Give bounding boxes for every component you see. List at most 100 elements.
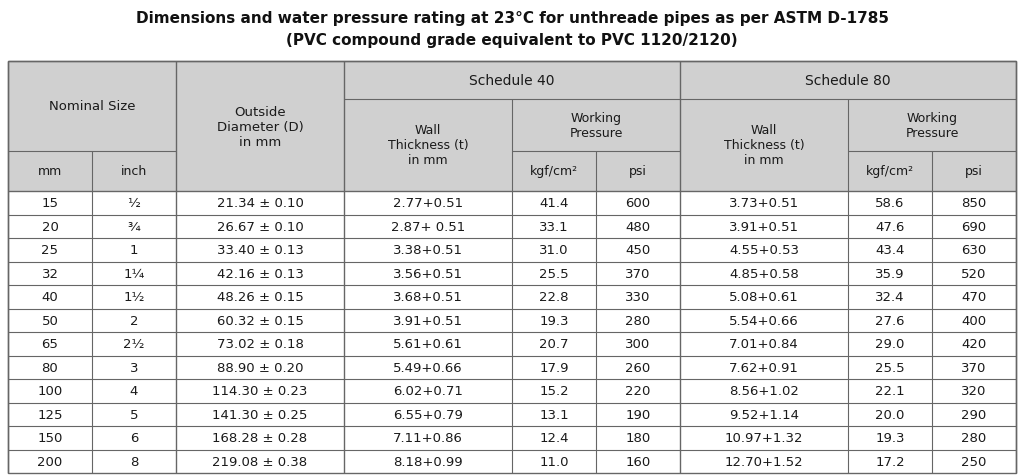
Text: 10.97+1.32: 10.97+1.32 — [725, 431, 803, 444]
Text: 100: 100 — [37, 385, 62, 397]
Text: 19.3: 19.3 — [540, 314, 568, 327]
Text: 280: 280 — [962, 431, 987, 444]
Text: Dimensions and water pressure rating at 23°C for unthreade pipes as per ASTM D-1: Dimensions and water pressure rating at … — [135, 10, 889, 25]
Text: 180: 180 — [626, 431, 650, 444]
Text: Working
Pressure: Working Pressure — [569, 112, 623, 140]
Text: 630: 630 — [962, 244, 987, 257]
Bar — [8, 262, 1016, 286]
Text: 114.30 ± 0.23: 114.30 ± 0.23 — [212, 385, 307, 397]
Text: 4.85+0.58: 4.85+0.58 — [729, 267, 799, 280]
Text: 4: 4 — [130, 385, 138, 397]
Text: 850: 850 — [962, 197, 987, 210]
Text: 125: 125 — [37, 408, 62, 421]
Text: 3.73+0.51: 3.73+0.51 — [729, 197, 799, 210]
Text: 22.1: 22.1 — [876, 385, 905, 397]
Text: 15.2: 15.2 — [540, 385, 568, 397]
Bar — [8, 62, 1016, 473]
Text: 80: 80 — [42, 361, 58, 374]
Text: 12.4: 12.4 — [540, 431, 568, 444]
Text: 19.3: 19.3 — [876, 431, 905, 444]
Bar — [8, 379, 1016, 403]
Text: 450: 450 — [626, 244, 650, 257]
Text: 3: 3 — [130, 361, 138, 374]
Text: 300: 300 — [626, 337, 650, 350]
Bar — [8, 426, 1016, 449]
Text: 58.6: 58.6 — [876, 197, 904, 210]
Text: psi: psi — [629, 165, 647, 178]
Text: 320: 320 — [962, 385, 987, 397]
Text: 250: 250 — [962, 455, 987, 468]
Bar — [8, 286, 1016, 309]
Text: 5.61+0.61: 5.61+0.61 — [393, 337, 463, 350]
Text: 33.1: 33.1 — [540, 220, 568, 233]
Text: Nominal Size: Nominal Size — [49, 100, 135, 113]
Bar — [8, 238, 1016, 262]
Text: 26.67 ± 0.10: 26.67 ± 0.10 — [217, 220, 303, 233]
Text: 690: 690 — [962, 220, 986, 233]
Text: 3.38+0.51: 3.38+0.51 — [393, 244, 463, 257]
Text: 2.87+ 0.51: 2.87+ 0.51 — [391, 220, 465, 233]
Bar — [8, 449, 1016, 473]
Text: 13.1: 13.1 — [540, 408, 568, 421]
Text: 4.55+0.53: 4.55+0.53 — [729, 244, 799, 257]
Text: 2: 2 — [130, 314, 138, 327]
Text: 50: 50 — [42, 314, 58, 327]
Text: 7.01+0.84: 7.01+0.84 — [729, 337, 799, 350]
Text: 480: 480 — [626, 220, 650, 233]
Text: 60.32 ± 0.15: 60.32 ± 0.15 — [216, 314, 303, 327]
Text: 3.91+0.51: 3.91+0.51 — [393, 314, 463, 327]
Text: 21.34 ± 0.10: 21.34 ± 0.10 — [216, 197, 303, 210]
Text: 3.91+0.51: 3.91+0.51 — [729, 220, 799, 233]
Text: 7.11+0.86: 7.11+0.86 — [393, 431, 463, 444]
Text: 8.18+0.99: 8.18+0.99 — [393, 455, 463, 468]
Text: 35.9: 35.9 — [876, 267, 905, 280]
Text: 17.2: 17.2 — [876, 455, 905, 468]
Text: 370: 370 — [962, 361, 987, 374]
Text: 2.77+0.51: 2.77+0.51 — [393, 197, 463, 210]
Bar — [8, 238, 1016, 262]
Text: 20.7: 20.7 — [540, 337, 568, 350]
Bar — [8, 356, 1016, 379]
Text: 219.08 ± 0.38: 219.08 ± 0.38 — [212, 455, 307, 468]
Text: 6: 6 — [130, 431, 138, 444]
Text: 25.5: 25.5 — [540, 267, 568, 280]
Text: kgf/cm²: kgf/cm² — [866, 165, 914, 178]
Text: 220: 220 — [626, 385, 650, 397]
Text: 5: 5 — [130, 408, 138, 421]
Bar — [8, 426, 1016, 449]
Bar — [8, 449, 1016, 473]
Text: 290: 290 — [962, 408, 987, 421]
Text: 168.28 ± 0.28: 168.28 ± 0.28 — [212, 431, 307, 444]
Text: 17.9: 17.9 — [540, 361, 568, 374]
Bar — [8, 262, 1016, 286]
Text: 25: 25 — [42, 244, 58, 257]
Text: 3.68+0.51: 3.68+0.51 — [393, 291, 463, 304]
Text: 22.8: 22.8 — [540, 291, 568, 304]
Text: 27.6: 27.6 — [876, 314, 905, 327]
Text: 470: 470 — [962, 291, 987, 304]
Text: 1: 1 — [130, 244, 138, 257]
Text: 20: 20 — [42, 220, 58, 233]
Bar — [8, 309, 1016, 332]
Text: 15: 15 — [42, 197, 58, 210]
Text: 8: 8 — [130, 455, 138, 468]
Bar — [8, 192, 1016, 215]
Text: 160: 160 — [626, 455, 650, 468]
Bar — [8, 332, 1016, 356]
Text: 6.55+0.79: 6.55+0.79 — [393, 408, 463, 421]
Text: 3.56+0.51: 3.56+0.51 — [393, 267, 463, 280]
Text: 600: 600 — [626, 197, 650, 210]
Text: 31.0: 31.0 — [540, 244, 568, 257]
Text: Schedule 40: Schedule 40 — [469, 74, 555, 88]
Text: mm: mm — [38, 165, 62, 178]
Text: 190: 190 — [626, 408, 650, 421]
Text: 43.4: 43.4 — [876, 244, 904, 257]
Text: 1½: 1½ — [123, 291, 144, 304]
Bar — [8, 215, 1016, 238]
Text: 150: 150 — [37, 431, 62, 444]
Text: 5.49+0.66: 5.49+0.66 — [393, 361, 463, 374]
Text: 5.54+0.66: 5.54+0.66 — [729, 314, 799, 327]
Text: 11.0: 11.0 — [540, 455, 568, 468]
Text: Working
Pressure: Working Pressure — [905, 112, 958, 140]
Text: 40: 40 — [42, 291, 58, 304]
